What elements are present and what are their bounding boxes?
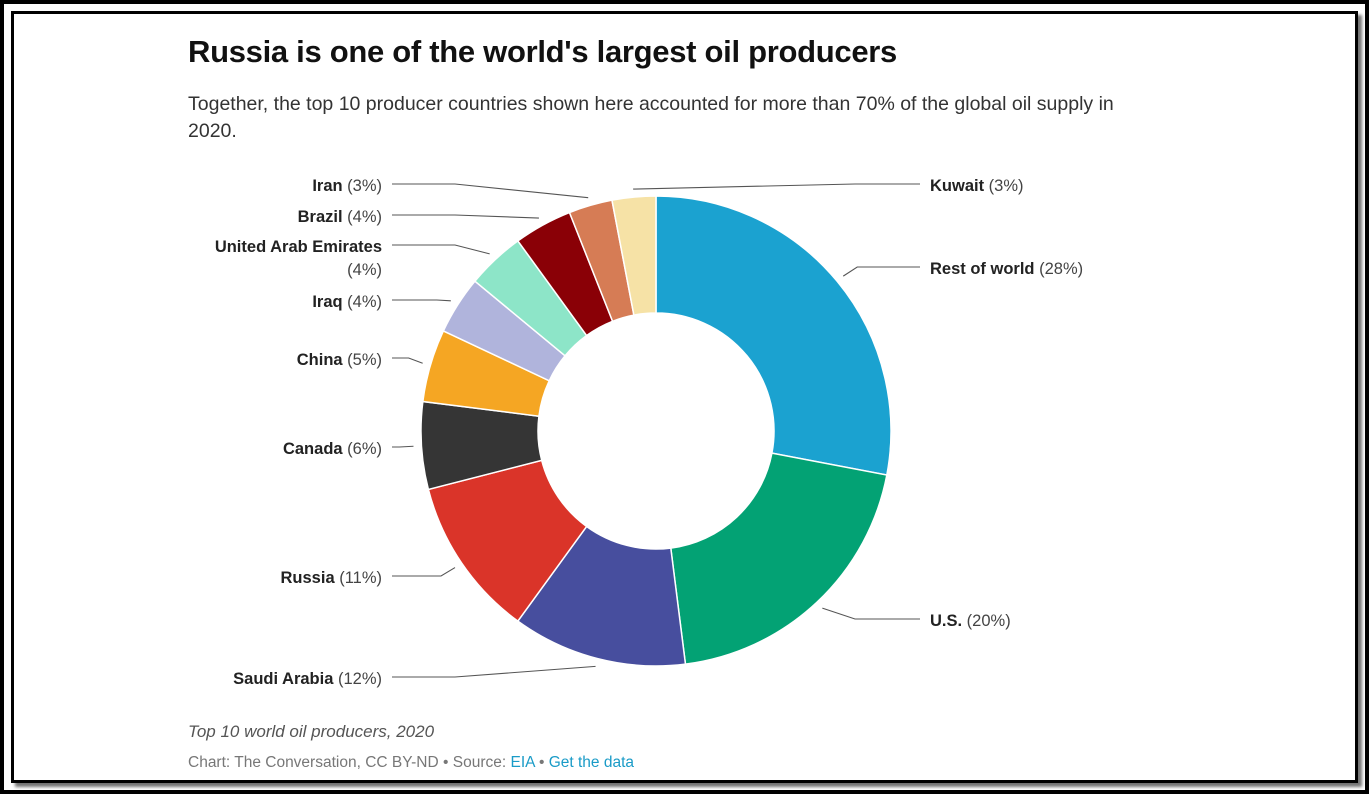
- chart-caption: Top 10 world oil producers, 2020: [188, 722, 435, 741]
- source-credit: Chart: The Conversation, CC BY-ND: [188, 754, 439, 771]
- leader-line-kuwait: [633, 183, 920, 190]
- leader-line-united-arab-emirates: [392, 244, 490, 255]
- chart-title: Russia is one of the world's largest oil…: [188, 34, 897, 69]
- slice-value-united-arab-emirates: (4%): [347, 261, 382, 279]
- pie-slice-kuwait[interactable]: [611, 195, 657, 316]
- slice-label-iran: Iran (3%): [312, 177, 382, 195]
- slice-label-china: China (5%): [297, 351, 382, 369]
- slice-label-kuwait: Kuwait (3%): [930, 177, 1024, 195]
- leader-line-iraq: [392, 299, 451, 302]
- pie-slice-u-s[interactable]: [669, 452, 888, 665]
- leader-line-brazil: [392, 214, 539, 219]
- slice-label-rest-of-world: Rest of world (28%): [930, 260, 1083, 278]
- slice-label-saudi-arabia: Saudi Arabia (12%): [233, 670, 382, 688]
- chart-subtitle: Together, the top 10 producer countries …: [188, 93, 1114, 142]
- slice-label-u-s: U.S. (20%): [930, 612, 1011, 630]
- source-label: Source:: [452, 754, 507, 771]
- slice-label-russia: Russia (11%): [281, 569, 382, 587]
- leader-line-canada: [392, 445, 414, 448]
- inner-frame: [11, 11, 1358, 783]
- leader-line-rest-of-world: [842, 266, 920, 277]
- pie-slice-rest-of-world[interactable]: [655, 195, 892, 476]
- leader-line-iran: [392, 183, 589, 199]
- chart-source-line: Chart: The Conversation, CC BY-ND • Sour…: [188, 754, 634, 772]
- leader-line-u-s: [822, 607, 920, 620]
- leader-line-china: [392, 357, 423, 364]
- separator-dot: •: [538, 754, 545, 771]
- separator-dot: •: [443, 754, 449, 771]
- slice-label-united-arab-emirates: United Arab Emirates: [215, 238, 382, 256]
- get-data-link[interactable]: Get the data: [548, 754, 634, 771]
- slice-label-canada: Canada (6%): [283, 440, 382, 458]
- source-eia-link[interactable]: EIA: [510, 754, 535, 771]
- leader-line-russia: [392, 567, 456, 577]
- slice-label-iraq: Iraq (4%): [312, 293, 382, 311]
- leader-line-saudi-arabia: [392, 665, 596, 678]
- slice-label-brazil: Brazil (4%): [298, 208, 382, 226]
